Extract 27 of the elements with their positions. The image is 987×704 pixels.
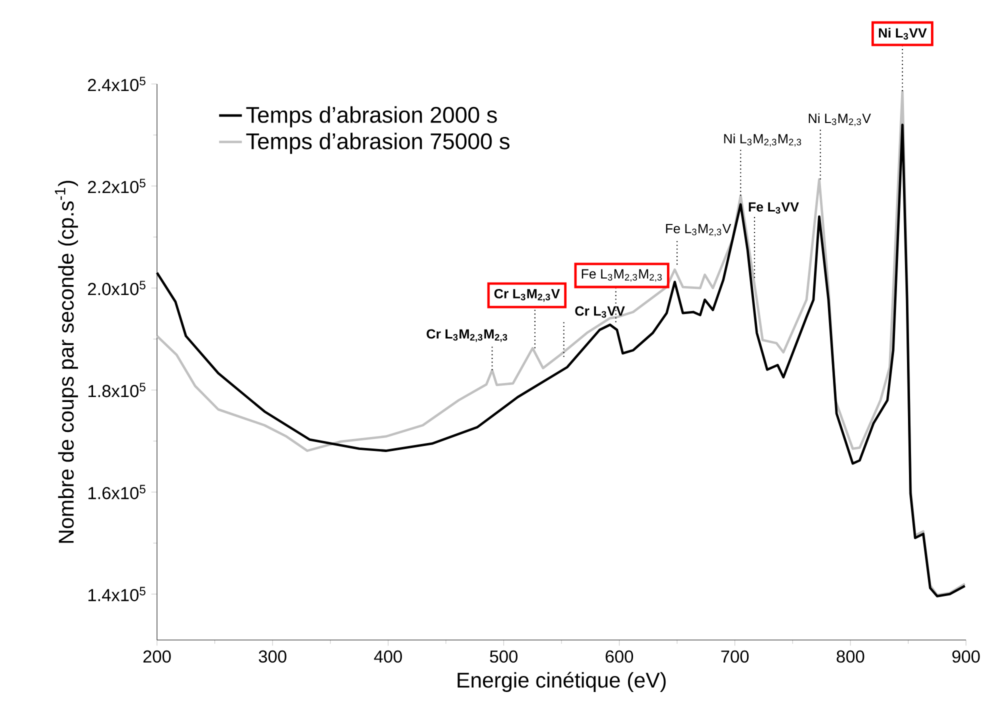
x-tick-label: 900 [952, 650, 980, 663]
y-tick-label: 2.4x10$^{5}$ [88, 76, 146, 92]
annotation: Cr L$_{3}$VV [575, 306, 625, 318]
y-tick-label: 2.2x10$^{5}$ [88, 178, 146, 194]
y-tick-label: 1.6x10$^{5}$ [88, 484, 146, 500]
annotation: Cr L$_{3}$M$_{2,3}$V [494, 288, 560, 302]
y-tick-label: 1.4x10$^{5}$ [88, 586, 146, 602]
y-axis-title: Nombre de coups par seconde (cp.s$^{-1}$) [54, 180, 78, 543]
x-axis-title: Energie cinétique (eV) [458, 672, 666, 692]
legend-label: Temps d’abrasion 2000 s [246, 106, 497, 128]
y-tick-label: 1.8x10$^{5}$ [88, 382, 146, 398]
annotation: Ni L$_{3}$VV [878, 28, 927, 40]
x-tick-label: 400 [374, 650, 402, 663]
annotation: Fe L$_{3}$VV [748, 202, 799, 214]
annotation: Fe L$_{3}$M$_{2,3}$M$_{2,3}$ [582, 269, 662, 282]
x-tick-label: 800 [836, 650, 864, 663]
x-tick-label: 700 [721, 650, 749, 663]
annotation: Cr L$_{3}$M$_{2,3}$M$_{2,3}$ [426, 329, 508, 342]
annotation: Fe L$_{3}$M$_{2,3}$V [666, 224, 732, 236]
annotation: Ni L$_{3}$M$_{2,3}$M$_{2,3}$ [724, 134, 802, 147]
x-tick-label: 500 [490, 650, 518, 663]
annotation: Ni L$_{3}$M$_{2,3}$V [808, 113, 871, 126]
legend-label: Temps d’abrasion 75000 s [246, 132, 510, 154]
x-tick-label: 200 [143, 650, 171, 663]
x-tick-label: 300 [258, 650, 286, 663]
y-tick-label: 2.0x10$^{5}$ [88, 280, 146, 296]
x-tick-label: 600 [606, 650, 634, 663]
